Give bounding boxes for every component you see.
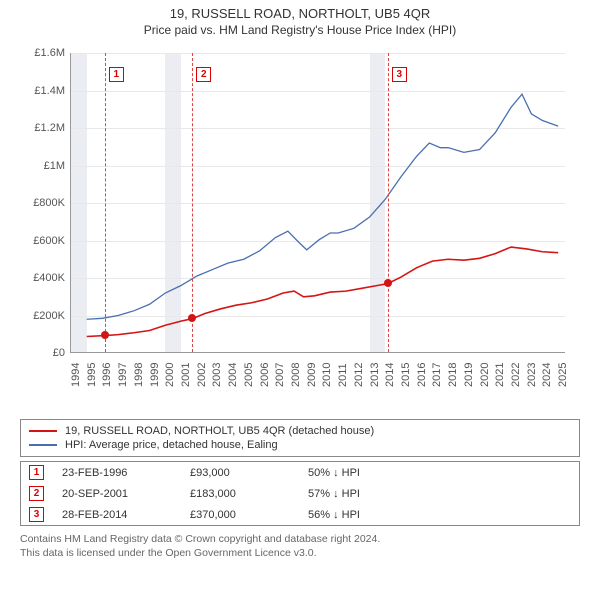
event-date: 23-FEB-1996	[62, 467, 172, 479]
legend-swatch	[29, 430, 57, 432]
event-delta: 57% ↓ HPI	[308, 488, 360, 500]
y-axis-label: £1.4M	[20, 85, 65, 97]
event-date: 28-FEB-2014	[62, 509, 172, 521]
event-marker: 1	[109, 67, 124, 82]
line-layer	[71, 53, 565, 352]
y-axis-label: £1.6M	[20, 47, 65, 59]
event-vline	[192, 53, 193, 352]
y-axis-label: £1M	[20, 160, 65, 172]
y-axis-label: £800K	[20, 197, 65, 209]
event-delta: 56% ↓ HPI	[308, 509, 360, 521]
sale-dot	[101, 331, 109, 339]
event-date: 20-SEP-2001	[62, 488, 172, 500]
plot-region: 1 2 3	[70, 53, 565, 353]
legend-label: HPI: Average price, detached house, Eali…	[65, 439, 278, 451]
event-price: £370,000	[190, 509, 290, 521]
footer-line: This data is licensed under the Open Gov…	[20, 546, 580, 560]
footer-line: Contains HM Land Registry data © Crown c…	[20, 532, 580, 546]
chart-area: 1 2 3 £0 £200K £400K £600K £800K £1M £1.2M £1.4M £…	[20, 45, 580, 415]
sale-dot	[188, 314, 196, 322]
legend-box: 19, RUSSELL ROAD, NORTHOLT, UB5 4QR (det…	[20, 419, 580, 457]
event-price: £93,000	[190, 467, 290, 479]
event-row: 1 23-FEB-1996 £93,000 50% ↓ HPI	[21, 462, 579, 483]
legend-row: HPI: Average price, detached house, Eali…	[29, 438, 571, 452]
legend-label: 19, RUSSELL ROAD, NORTHOLT, UB5 4QR (det…	[65, 425, 374, 437]
series-line-price_paid	[87, 247, 558, 336]
event-row: 3 28-FEB-2014 £370,000 56% ↓ HPI	[21, 504, 579, 525]
footer-text: Contains HM Land Registry data © Crown c…	[20, 532, 580, 560]
y-axis-label: £400K	[20, 272, 65, 284]
x-axis-label: 2025	[557, 363, 600, 387]
event-vline	[105, 53, 106, 352]
y-axis-label: £0	[20, 347, 65, 359]
page-title: 19, RUSSELL ROAD, NORTHOLT, UB5 4QR	[0, 0, 600, 21]
sale-dot	[384, 279, 392, 287]
event-marker: 2	[29, 486, 44, 501]
event-marker: 1	[29, 465, 44, 480]
legend-swatch	[29, 444, 57, 446]
series-line-hpi	[87, 94, 558, 319]
event-marker: 3	[29, 507, 44, 522]
chart-container: 19, RUSSELL ROAD, NORTHOLT, UB5 4QR Pric…	[0, 0, 600, 560]
legend-row: 19, RUSSELL ROAD, NORTHOLT, UB5 4QR (det…	[29, 424, 571, 438]
event-vline	[388, 53, 389, 352]
event-price: £183,000	[190, 488, 290, 500]
event-marker: 2	[196, 67, 211, 82]
y-axis-label: £1.2M	[20, 122, 65, 134]
y-axis-label: £200K	[20, 310, 65, 322]
event-delta: 50% ↓ HPI	[308, 467, 360, 479]
events-table: 1 23-FEB-1996 £93,000 50% ↓ HPI 2 20-SEP…	[20, 461, 580, 526]
y-axis-label: £600K	[20, 235, 65, 247]
page-subtitle: Price paid vs. HM Land Registry's House …	[0, 21, 600, 45]
event-row: 2 20-SEP-2001 £183,000 57% ↓ HPI	[21, 483, 579, 504]
event-marker: 3	[392, 67, 407, 82]
